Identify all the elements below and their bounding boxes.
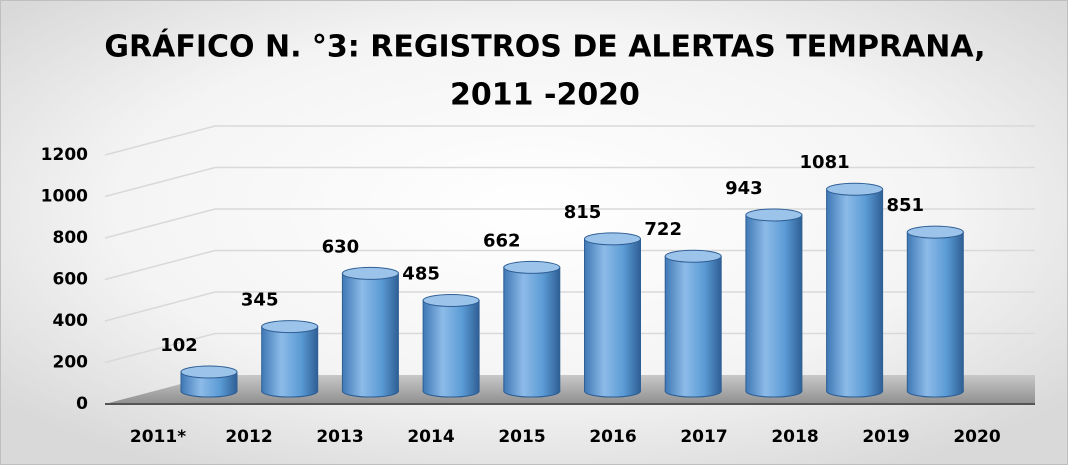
- value-label: 662: [483, 230, 521, 251]
- bar: [341, 272, 399, 398]
- value-label: 851: [887, 195, 925, 216]
- value-label: 943: [725, 178, 763, 199]
- grid-line: [104, 208, 1035, 239]
- value-label: 630: [322, 236, 360, 257]
- bar: [261, 326, 319, 398]
- y-tick-label: 200: [53, 353, 89, 373]
- cylinder: [503, 260, 561, 398]
- y-tick-label: 1200: [41, 145, 88, 165]
- cylinder-top: [664, 249, 722, 263]
- cylinder-top: [341, 266, 399, 280]
- cylinder: [180, 365, 238, 398]
- cylinder: [826, 182, 884, 398]
- bar: [584, 238, 641, 398]
- value-label: 485: [402, 263, 440, 284]
- cylinder: [664, 249, 722, 398]
- y-tick-label: 0: [76, 394, 88, 414]
- value-label: 102: [160, 335, 198, 356]
- cylinder-top: [745, 208, 803, 222]
- cylinder-top: [261, 320, 319, 334]
- cylinder-top: [584, 232, 641, 246]
- cylinder: [584, 232, 641, 398]
- cylinder: [422, 293, 480, 398]
- y-tick-label: 1000: [41, 187, 88, 207]
- x-tick-label: 2012: [225, 427, 272, 447]
- y-tick-label: 600: [53, 270, 89, 290]
- x-tick-label: 2017: [680, 427, 727, 447]
- cylinder: [341, 266, 399, 398]
- x-tick-label: 2015: [498, 427, 545, 447]
- x-tick-label: 2016: [589, 427, 636, 447]
- value-label: 722: [644, 219, 682, 240]
- cylinder-top: [503, 260, 561, 274]
- bar: [180, 371, 238, 398]
- x-tick-label: 2019: [862, 427, 909, 447]
- value-label: 345: [241, 290, 279, 311]
- grid-line: [104, 166, 1035, 198]
- cylinder-top: [826, 182, 884, 196]
- x-tick-label: 2020: [953, 427, 1000, 447]
- floor: [105, 375, 1035, 404]
- bar: [422, 299, 480, 398]
- bar: [906, 231, 964, 398]
- y-tick-label: 800: [53, 228, 89, 248]
- cylinder-top: [906, 225, 964, 239]
- cylinder-top: [422, 293, 480, 307]
- bar: [826, 188, 884, 398]
- cylinder: [906, 225, 964, 398]
- bar: [745, 214, 803, 398]
- y-tick-label: 400: [53, 311, 89, 331]
- chart-title: 2011 -2020: [450, 78, 640, 113]
- x-tick-label: 2011*: [130, 427, 186, 447]
- chart-title: GRÁFICO N. °3: REGISTROS DE ALERTAS TEMP…: [104, 29, 985, 65]
- grid-line: [104, 125, 1035, 156]
- value-label: 1081: [800, 152, 850, 173]
- bar: [664, 255, 722, 398]
- cylinder-top: [180, 365, 238, 379]
- x-tick-label: 2014: [407, 427, 454, 447]
- x-tick-label: 2018: [771, 427, 818, 447]
- cylinder: [261, 320, 319, 398]
- bar: [503, 266, 561, 398]
- cylinder: [745, 208, 803, 398]
- value-label: 815: [564, 202, 602, 223]
- x-tick-label: 2013: [316, 427, 363, 447]
